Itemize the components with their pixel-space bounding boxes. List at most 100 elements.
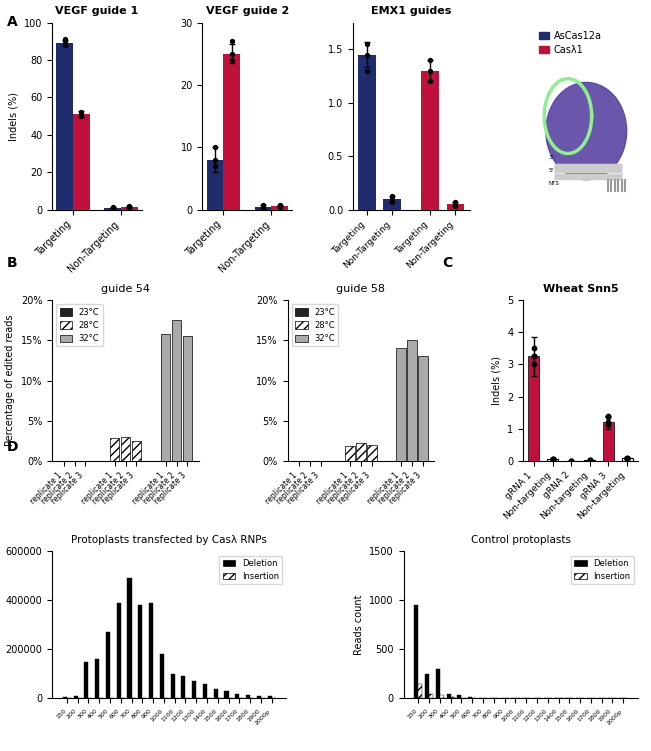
Point [258, 201, 268, 213]
Text: A: A [7, 15, 18, 29]
Bar [255, 207, 271, 210]
Title: guide 58: guide 58 [337, 284, 385, 294]
Point [566, 454, 576, 466]
Point [210, 154, 220, 166]
Point [362, 38, 372, 50]
Text: D: D [7, 439, 18, 454]
Text: C: C [443, 255, 453, 270]
Bar [436, 669, 440, 698]
Point [258, 199, 268, 211]
Point [107, 201, 118, 213]
Bar [149, 603, 153, 698]
Point [622, 452, 632, 464]
Point [124, 201, 135, 213]
Text: 5': 5' [549, 168, 554, 173]
Point [450, 201, 461, 213]
Bar [73, 114, 90, 210]
Point [275, 201, 285, 213]
Text: 3': 3' [549, 155, 555, 160]
Point [450, 196, 461, 208]
Point [529, 342, 539, 354]
Bar [182, 677, 186, 698]
Point [107, 202, 118, 214]
Point [529, 351, 539, 363]
Legend: Deletion, Insertion: Deletion, Insertion [219, 556, 283, 584]
Bar [172, 321, 182, 460]
Bar [110, 439, 119, 460]
Point [59, 39, 70, 51]
Bar [447, 204, 464, 210]
Bar [128, 578, 132, 698]
Point [603, 419, 614, 431]
Bar [106, 632, 110, 698]
Point [450, 198, 461, 210]
Bar [161, 334, 171, 460]
Bar [268, 696, 271, 698]
Point [275, 200, 285, 212]
Title: EMX1 guides: EMX1 guides [371, 6, 451, 17]
Point [59, 35, 70, 47]
Point [585, 454, 595, 466]
Bar [203, 683, 207, 698]
Bar [246, 695, 250, 698]
Point [603, 410, 614, 422]
Point [566, 454, 576, 466]
Point [585, 454, 595, 466]
Point [362, 65, 372, 77]
Bar [408, 340, 417, 460]
Point [547, 454, 558, 466]
Bar [138, 605, 143, 698]
Legend: 23°C, 28°C, 32°C: 23°C, 28°C, 32°C [56, 304, 103, 346]
Bar [414, 605, 419, 698]
Point [585, 454, 595, 466]
Bar [132, 441, 141, 460]
Bar [447, 693, 450, 698]
Bar [271, 206, 288, 210]
Bar [183, 336, 192, 460]
Point [622, 451, 632, 463]
Bar [95, 659, 99, 698]
Bar [396, 348, 406, 460]
Point [603, 416, 614, 428]
Bar [622, 458, 633, 460]
Point [210, 160, 220, 172]
Bar [117, 603, 120, 698]
Point [425, 75, 436, 87]
Point [275, 199, 285, 211]
Title: Wheat Snn5: Wheat Snn5 [543, 284, 618, 294]
Bar [345, 446, 355, 460]
Point [124, 201, 135, 213]
Point [258, 202, 268, 214]
Point [425, 54, 436, 66]
Bar [367, 445, 377, 460]
Bar [603, 422, 614, 460]
Point [529, 358, 539, 370]
Bar [121, 207, 138, 210]
Y-axis label: Percentage of edited reads: Percentage of edited reads [5, 315, 16, 446]
Bar [425, 674, 429, 698]
Title: guide 54: guide 54 [101, 284, 150, 294]
Text: NTS: NTS [549, 181, 559, 186]
Bar [429, 693, 434, 698]
Bar [120, 438, 130, 460]
Bar [358, 55, 376, 210]
Point [227, 48, 237, 60]
Ellipse shape [546, 83, 627, 179]
Point [107, 202, 118, 214]
Legend: 23°C, 28°C, 32°C: 23°C, 28°C, 32°C [292, 304, 338, 346]
Bar [235, 693, 240, 698]
Bar [84, 662, 89, 698]
Point [362, 49, 372, 61]
Bar [62, 697, 67, 698]
Point [227, 35, 237, 47]
Bar [528, 357, 540, 460]
Bar [192, 681, 196, 698]
Point [425, 65, 436, 77]
Point [529, 351, 539, 363]
Point [76, 107, 87, 119]
Title: VEGF guide 1: VEGF guide 1 [55, 6, 139, 17]
Title: Protoplasts transfected by Casλ RNPs: Protoplasts transfected by Casλ RNPs [72, 535, 267, 545]
Point [387, 196, 398, 208]
Point [227, 54, 237, 66]
Title: Control protoplasts: Control protoplasts [471, 535, 571, 545]
